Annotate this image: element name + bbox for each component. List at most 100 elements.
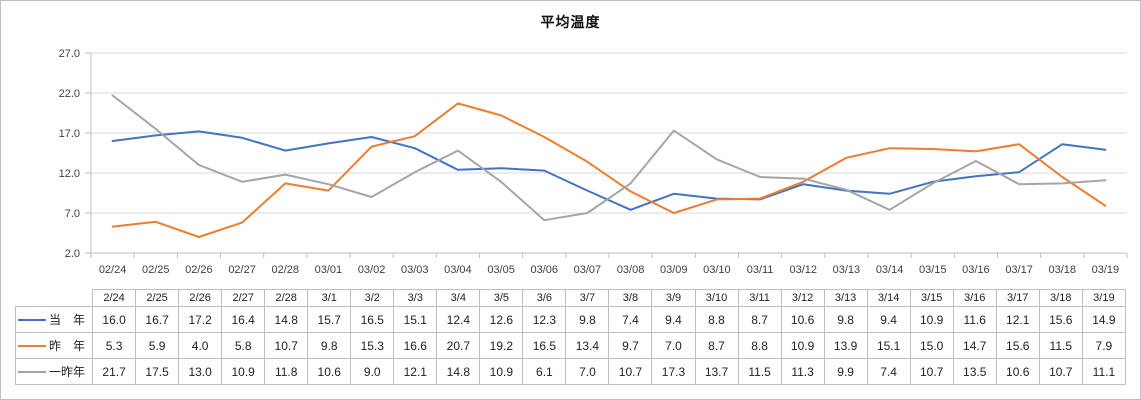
date-header-cell: 3/6 <box>522 289 567 307</box>
y-axis-label: 7.0 <box>65 208 80 220</box>
value-cell: 8.7 <box>694 332 739 359</box>
value-cell: 10.6 <box>307 358 352 385</box>
value-cell: 5.9 <box>135 332 180 359</box>
value-cell: 9.4 <box>866 306 911 333</box>
x-axis-label: 03/09 <box>660 264 688 276</box>
x-axis-label: 03/07 <box>574 264 602 276</box>
value-cell: 10.7 <box>608 358 653 385</box>
legend-cell-current-year: 当 年 <box>14 306 94 333</box>
value-cell: 9.8 <box>565 306 610 333</box>
value-cell: 11.8 <box>264 358 309 385</box>
value-cell: 21.7 <box>92 358 137 385</box>
value-cell: 10.7 <box>1038 358 1083 385</box>
value-cell: 16.4 <box>221 306 266 333</box>
value-cell: 14.9 <box>1081 306 1127 333</box>
value-cell: 8.8 <box>737 332 782 359</box>
value-cell: 9.0 <box>350 358 395 385</box>
value-cell: 19.2 <box>479 332 524 359</box>
value-cell: 15.7 <box>307 306 352 333</box>
chart-title: 平均温度 <box>540 14 601 30</box>
x-axis-label: 03/15 <box>919 264 947 276</box>
date-header-cell: 3/17 <box>995 289 1040 307</box>
value-cell: 9.7 <box>608 332 653 359</box>
series-line-last-year <box>111 102 1107 238</box>
value-cell: 10.6 <box>995 358 1040 385</box>
value-cell: 15.6 <box>1038 306 1083 333</box>
value-cell: 12.3 <box>522 306 567 333</box>
y-axis-label: 27.0 <box>59 48 80 60</box>
value-cell: 7.0 <box>565 358 610 385</box>
value-cell: 10.9 <box>780 332 825 359</box>
date-header-cell: 2/28 <box>264 289 309 307</box>
date-header-cell: 3/16 <box>952 289 997 307</box>
value-cell: 9.8 <box>823 306 868 333</box>
value-cell: 11.1 <box>1081 358 1127 385</box>
value-cell: 15.3 <box>350 332 395 359</box>
value-cell: 9.9 <box>823 358 868 385</box>
date-header-cell: 3/15 <box>909 289 954 307</box>
x-axis-label: 03/06 <box>530 264 558 276</box>
value-cell: 8.7 <box>737 306 782 333</box>
legend-label: 一昨年 <box>49 365 86 379</box>
date-header-cell: 3/19 <box>1081 289 1127 307</box>
legend-cell-year-before-last: 一昨年 <box>14 358 94 385</box>
date-header-cell: 3/10 <box>694 289 739 307</box>
value-cell: 14.8 <box>436 358 481 385</box>
x-axis-label: 03/16 <box>962 264 990 276</box>
x-axis-label: 02/28 <box>271 264 299 276</box>
value-cell: 7.4 <box>866 358 911 385</box>
value-cell: 16.5 <box>522 332 567 359</box>
value-cell: 15.0 <box>909 332 954 359</box>
x-axis-label: 03/01 <box>315 264 343 276</box>
x-axis-label: 03/05 <box>487 264 515 276</box>
x-axis-label: 03/03 <box>401 264 429 276</box>
date-header-cell: 2/26 <box>178 289 223 307</box>
legend-line-swatch <box>18 370 46 373</box>
x-axis-label: 02/27 <box>228 264 256 276</box>
value-cell: 15.6 <box>995 332 1040 359</box>
x-axis-label: 03/02 <box>358 264 386 276</box>
value-cell: 9.4 <box>651 306 696 333</box>
value-cell: 15.1 <box>866 332 911 359</box>
value-cell: 17.2 <box>178 306 223 333</box>
legend-cell-last-year: 昨 年 <box>14 332 94 359</box>
value-cell: 10.7 <box>264 332 309 359</box>
x-axis-label: 02/24 <box>99 264 127 276</box>
value-cell: 4.0 <box>178 332 223 359</box>
x-axis-label: 03/14 <box>876 264 904 276</box>
date-header-cell: 2/27 <box>221 289 266 307</box>
date-header-cell: 3/4 <box>436 289 481 307</box>
date-header-cell: 3/14 <box>866 289 911 307</box>
value-cell: 13.0 <box>178 358 223 385</box>
y-axis-label: 22.0 <box>59 88 80 100</box>
value-cell: 15.1 <box>393 306 438 333</box>
value-cell: 12.6 <box>479 306 524 333</box>
value-cell: 6.1 <box>522 358 567 385</box>
value-cell: 12.4 <box>436 306 481 333</box>
value-cell: 13.4 <box>565 332 610 359</box>
x-axis-label: 03/13 <box>833 264 861 276</box>
x-axis-label: 03/18 <box>1048 264 1076 276</box>
value-cell: 16.6 <box>393 332 438 359</box>
date-header-cell: 3/18 <box>1038 289 1083 307</box>
date-header-cell: 3/11 <box>737 289 782 307</box>
value-cell: 11.3 <box>780 358 825 385</box>
table-header-row: 2/24 2/25 2/26 2/27 2/28 3/1 3/2 3/3 3/4 3/5 3/6 3/… <box>16 289 1127 307</box>
date-header-cell: 3/13 <box>823 289 868 307</box>
value-cell: 16.5 <box>350 306 395 333</box>
value-cell: 10.7 <box>909 358 954 385</box>
legend-line-swatch <box>18 318 46 321</box>
y-axis-label: 17.0 <box>59 128 80 140</box>
value-cell: 20.7 <box>436 332 481 359</box>
corner-cell <box>16 290 93 307</box>
value-cell: 10.6 <box>780 306 825 333</box>
x-axis-label: 02/25 <box>142 264 170 276</box>
value-cell: 10.9 <box>221 358 266 385</box>
x-axis-label: 03/17 <box>1005 264 1033 276</box>
x-axis-label: 02/26 <box>185 264 213 276</box>
value-cell: 7.9 <box>1081 332 1127 359</box>
legend-label: 昨 年 <box>49 339 86 353</box>
value-cell: 7.4 <box>608 306 653 333</box>
date-header-cell: 2/24 <box>92 289 137 307</box>
x-axis-label: 03/19 <box>1092 264 1120 276</box>
